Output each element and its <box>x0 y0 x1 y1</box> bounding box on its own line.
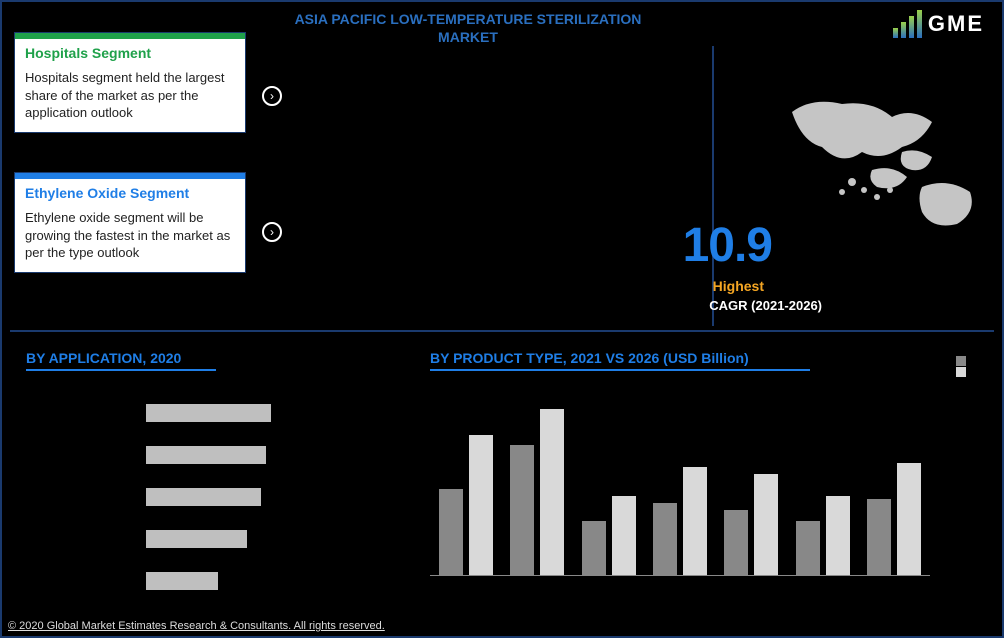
infographic-title: ASIA PACIFIC LOW-TEMPERATURE STERILIZATI… <box>288 10 648 46</box>
vbar-series-a <box>653 503 677 575</box>
vbar-group <box>860 463 928 575</box>
vbar-series-b <box>754 474 778 575</box>
hbar-track <box>146 446 386 464</box>
vbar-series-b <box>826 496 850 575</box>
hbar-row <box>26 392 386 434</box>
vbar-series-b <box>897 463 921 575</box>
insight-card-ethylene: Ethylene Oxide Segment Ethylene oxide se… <box>14 172 246 273</box>
hbar-segment <box>146 446 266 464</box>
cagr-value: 10.9 <box>683 218 772 273</box>
hbar-segment <box>266 446 304 464</box>
vbar-group <box>503 409 571 575</box>
vbar-series-a <box>510 445 534 575</box>
chevron-right-icon: › <box>262 222 282 242</box>
hbar-row <box>26 518 386 560</box>
section-title-product: BY PRODUCT TYPE, 2021 VS 2026 (USD Billi… <box>430 350 810 371</box>
hbar-segment <box>247 530 290 548</box>
hbar-track <box>146 530 386 548</box>
vbar-series-b <box>612 496 636 575</box>
hbar-segment <box>146 530 247 548</box>
vbar-series-a <box>582 521 606 575</box>
infographic-frame: GME ASIA PACIFIC LOW-TEMPERATURE STERILI… <box>0 0 1004 638</box>
application-hbar-chart <box>26 392 386 602</box>
insight-card-hospitals: Hospitals Segment Hospitals segment held… <box>14 32 246 133</box>
vbar-series-b <box>683 467 707 575</box>
product-vbar-chart <box>430 386 970 606</box>
hbar-track <box>146 404 386 422</box>
vbar-group <box>717 474 785 575</box>
card-title: Ethylene Oxide Segment <box>15 179 245 205</box>
hbar-segment <box>146 488 261 506</box>
hbar-segment <box>146 572 218 590</box>
vbar-group <box>789 496 857 575</box>
vbar-series-b <box>469 435 493 575</box>
hbar-segment <box>146 404 271 422</box>
hbar-segment <box>218 572 242 590</box>
vbar-plot-area <box>430 386 930 576</box>
hbar-track <box>146 572 386 590</box>
hbar-track <box>146 488 386 506</box>
hbar-row <box>26 434 386 476</box>
vbar-series-a <box>439 489 463 575</box>
hbar-segment <box>271 404 314 422</box>
vbar-group <box>432 435 500 575</box>
vbar-series-a <box>724 510 748 575</box>
chart-legend <box>956 356 970 378</box>
brand-logo: GME <box>893 10 984 38</box>
vbar-group <box>575 496 643 575</box>
card-title: Hospitals Segment <box>15 39 245 65</box>
vbar-series-a <box>867 499 891 575</box>
logo-bars-icon <box>893 10 922 38</box>
cagr-highest-label: Highest <box>713 278 764 294</box>
hbar-row <box>26 476 386 518</box>
hbar-segment <box>261 488 295 506</box>
hbar-row <box>26 560 386 602</box>
asia-pacific-map-icon <box>782 92 982 232</box>
card-body: Hospitals segment held the largest share… <box>15 65 245 132</box>
vbar-series-a <box>796 521 820 575</box>
logo-text: GME <box>928 11 984 37</box>
chevron-right-icon: › <box>262 86 282 106</box>
horizontal-divider <box>10 330 994 332</box>
vbar-group <box>646 467 714 575</box>
section-title-application: BY APPLICATION, 2020 <box>26 350 216 371</box>
cagr-period-label: CAGR (2021-2026) <box>709 298 822 313</box>
copyright-footer: © 2020 Global Market Estimates Research … <box>8 620 385 632</box>
vbar-series-b <box>540 409 564 575</box>
card-body: Ethylene oxide segment will be growing t… <box>15 205 245 272</box>
